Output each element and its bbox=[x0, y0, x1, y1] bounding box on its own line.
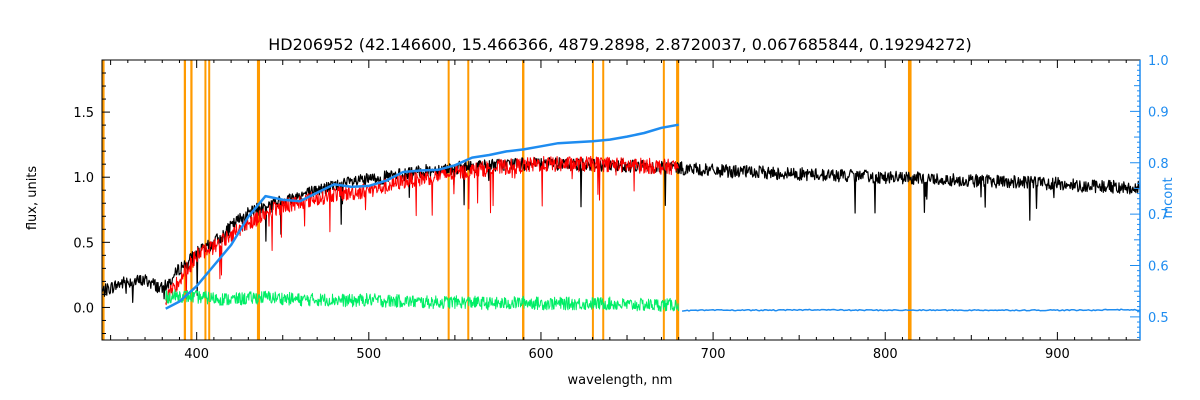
masked-band-0 bbox=[102, 60, 105, 340]
masked-band-6 bbox=[447, 60, 450, 340]
y2-axis-label: mcont bbox=[1161, 177, 1176, 218]
y-axis-label: flux, units bbox=[25, 166, 40, 231]
series-residual bbox=[165, 289, 679, 312]
y2-tick-label: 0.9 bbox=[1148, 105, 1169, 120]
y-tick-label: 0.5 bbox=[73, 236, 94, 251]
series-layer bbox=[102, 123, 1140, 312]
x-axis: 400 500 600 700 800 900 bbox=[110, 60, 1127, 362]
x-tick-label: 900 bbox=[1045, 347, 1070, 362]
y2-tick-label: 0.6 bbox=[1148, 260, 1169, 275]
masked-band-11 bbox=[662, 60, 665, 340]
series-model bbox=[165, 155, 679, 306]
x-tick-label: 400 bbox=[184, 347, 209, 362]
chart-title: HD206952 (42.146600, 15.466366, 4879.289… bbox=[268, 35, 972, 54]
masked-band-5 bbox=[256, 60, 261, 340]
y2-tick-label: 0.8 bbox=[1148, 157, 1169, 172]
y2-tick-label: 0.5 bbox=[1148, 311, 1169, 326]
y2-tick-label: 1.0 bbox=[1148, 54, 1169, 69]
masked-band-4 bbox=[208, 60, 211, 340]
x-axis-label: wavelength, nm bbox=[568, 373, 673, 388]
masked-band-12 bbox=[676, 60, 680, 340]
series-continuum-residual bbox=[682, 308, 1140, 312]
masked-band-13 bbox=[907, 60, 912, 340]
x-tick-label: 600 bbox=[529, 347, 554, 362]
masked-band-9 bbox=[591, 60, 594, 340]
masked-band-1 bbox=[183, 60, 187, 340]
masked-band-10 bbox=[602, 60, 605, 340]
masked-band-3 bbox=[204, 60, 207, 340]
y-axis: 0.0 0.5 1.0 1.5 bbox=[73, 72, 110, 334]
masked-band-2 bbox=[190, 60, 193, 340]
y2-axis: 0.5 0.6 0.7 0.8 0.9 1.0 bbox=[1130, 54, 1169, 340]
y-tick-label: 1.0 bbox=[73, 171, 94, 186]
masked-band-8 bbox=[522, 60, 525, 340]
masked-bands bbox=[102, 60, 912, 340]
y-tick-label: 1.5 bbox=[73, 106, 94, 121]
y2-tick-label: 0.7 bbox=[1148, 208, 1169, 223]
x-tick-label: 800 bbox=[873, 347, 898, 362]
y-tick-label: 0.0 bbox=[73, 301, 94, 316]
x-tick-label: 700 bbox=[701, 347, 726, 362]
series-continuum bbox=[165, 123, 679, 310]
x-tick-label: 500 bbox=[356, 347, 381, 362]
